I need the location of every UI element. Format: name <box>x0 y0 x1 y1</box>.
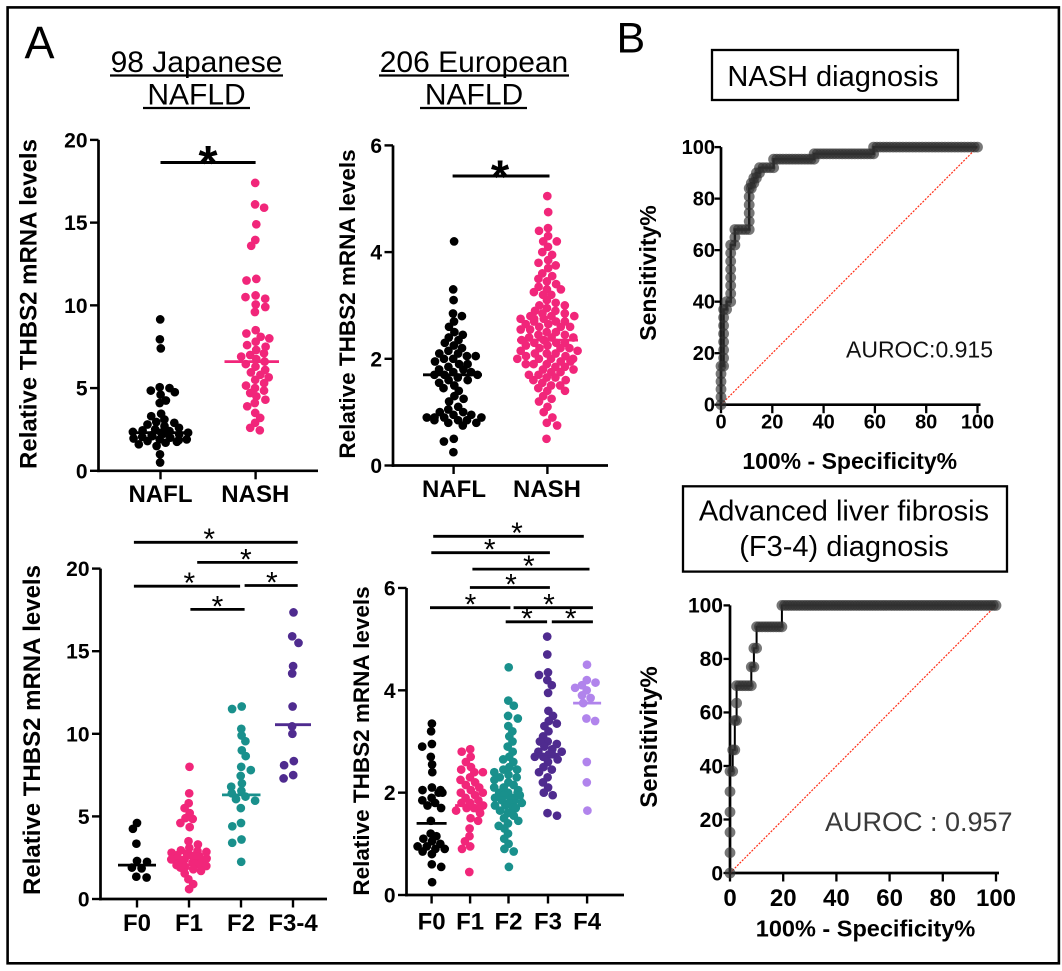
svg-text:F0: F0 <box>418 909 446 936</box>
svg-text:10: 10 <box>64 295 87 318</box>
svg-text:100: 100 <box>682 137 715 159</box>
svg-text:B: B <box>617 15 646 63</box>
svg-text:F2: F2 <box>494 909 522 936</box>
svg-text:60: 60 <box>693 240 715 262</box>
svg-text:40: 40 <box>823 885 850 912</box>
svg-text:AUROC:0.915: AUROC:0.915 <box>846 337 993 363</box>
svg-text:80: 80 <box>929 885 956 912</box>
svg-text:*: * <box>266 566 278 599</box>
svg-text:*: * <box>183 567 195 600</box>
svg-text:5: 5 <box>78 806 90 829</box>
svg-text:NASH: NASH <box>221 481 289 508</box>
svg-text:Sensitivity%: Sensitivity% <box>635 205 661 341</box>
svg-text:Relative THBS2 mRNA levels: Relative THBS2 mRNA levels <box>19 565 46 895</box>
svg-text:AUROC : 0.957: AUROC : 0.957 <box>825 807 1013 837</box>
svg-text:NAFL: NAFL <box>422 476 486 503</box>
svg-text:20: 20 <box>700 809 723 832</box>
svg-text:NAFLD: NAFLD <box>425 79 523 112</box>
svg-text:0: 0 <box>723 885 736 912</box>
svg-text:6: 6 <box>370 135 382 158</box>
svg-text:15: 15 <box>66 641 90 664</box>
svg-text:NAFLD: NAFLD <box>147 79 245 112</box>
svg-text:20: 20 <box>693 343 715 365</box>
svg-text:Relative THBS2 mRNA levels: Relative THBS2 mRNA levels <box>349 586 374 895</box>
svg-text:F1: F1 <box>175 910 203 937</box>
svg-text:100% - Specificity%: 100% - Specificity% <box>756 916 976 942</box>
svg-text:NAFL: NAFL <box>129 481 193 508</box>
svg-text:98 Japanese: 98 Japanese <box>111 46 283 79</box>
svg-text:A: A <box>25 17 55 68</box>
svg-text:*: * <box>198 137 218 191</box>
svg-text:15: 15 <box>64 212 88 235</box>
svg-text:40: 40 <box>812 412 834 434</box>
svg-text:F2: F2 <box>227 910 255 937</box>
svg-text:Relative THBS2 mRNA levels: Relative THBS2 mRNA levels <box>16 139 43 469</box>
svg-text:NASH diagnosis: NASH diagnosis <box>727 61 938 93</box>
svg-text:0: 0 <box>715 412 726 434</box>
svg-text:2: 2 <box>370 348 382 371</box>
svg-text:40: 40 <box>700 755 723 778</box>
svg-text:0: 0 <box>370 455 382 478</box>
svg-text:*: * <box>565 603 577 636</box>
svg-text:*: * <box>505 568 517 601</box>
svg-text:206 European: 206 European <box>380 46 569 79</box>
svg-text:*: * <box>491 150 510 203</box>
svg-text:0: 0 <box>384 885 396 908</box>
svg-text:100: 100 <box>961 412 994 434</box>
svg-text:*: * <box>203 523 215 556</box>
svg-text:0: 0 <box>711 862 723 885</box>
svg-text:100: 100 <box>976 885 1016 912</box>
svg-text:20: 20 <box>770 885 797 912</box>
svg-text:60: 60 <box>700 702 723 725</box>
svg-text:0: 0 <box>78 889 90 912</box>
svg-text:(F3-4) diagnosis: (F3-4) diagnosis <box>739 531 949 563</box>
svg-text:F3: F3 <box>534 909 562 936</box>
svg-text:20: 20 <box>64 129 87 152</box>
svg-text:60: 60 <box>876 885 903 912</box>
svg-text:80: 80 <box>693 189 715 211</box>
svg-text:*: * <box>523 550 535 583</box>
svg-text:Sensitivity%: Sensitivity% <box>636 666 663 807</box>
svg-text:10: 10 <box>66 723 89 746</box>
svg-text:F0: F0 <box>123 910 151 937</box>
svg-text:6: 6 <box>384 577 396 600</box>
svg-text:20: 20 <box>761 412 783 434</box>
svg-text:100% - Specificity%: 100% - Specificity% <box>742 448 957 474</box>
svg-text:*: * <box>240 543 252 576</box>
svg-text:100: 100 <box>688 595 723 618</box>
svg-text:F1: F1 <box>456 909 484 936</box>
svg-text:*: * <box>521 603 533 636</box>
svg-text:2: 2 <box>384 782 396 805</box>
svg-text:*: * <box>543 589 555 622</box>
svg-text:*: * <box>484 534 496 567</box>
svg-text:F3-4: F3-4 <box>268 910 318 937</box>
svg-text:*: * <box>511 517 523 550</box>
svg-text:F4: F4 <box>573 909 602 936</box>
svg-text:80: 80 <box>915 412 937 434</box>
svg-text:Advanced liver fibrosis: Advanced liver fibrosis <box>699 496 989 528</box>
svg-text:80: 80 <box>700 648 723 671</box>
svg-text:Relative THBS2 mRNA levels: Relative THBS2 mRNA levels <box>335 149 360 458</box>
svg-text:4: 4 <box>384 680 396 703</box>
svg-text:0: 0 <box>76 460 88 483</box>
svg-text:40: 40 <box>693 292 715 314</box>
svg-text:5: 5 <box>76 378 88 401</box>
svg-text:NASH: NASH <box>513 476 581 503</box>
svg-text:4: 4 <box>370 242 382 265</box>
svg-text:*: * <box>212 590 224 623</box>
svg-text:20: 20 <box>66 558 89 581</box>
svg-text:0: 0 <box>704 395 715 417</box>
svg-text:60: 60 <box>864 412 886 434</box>
svg-text:*: * <box>465 589 477 622</box>
